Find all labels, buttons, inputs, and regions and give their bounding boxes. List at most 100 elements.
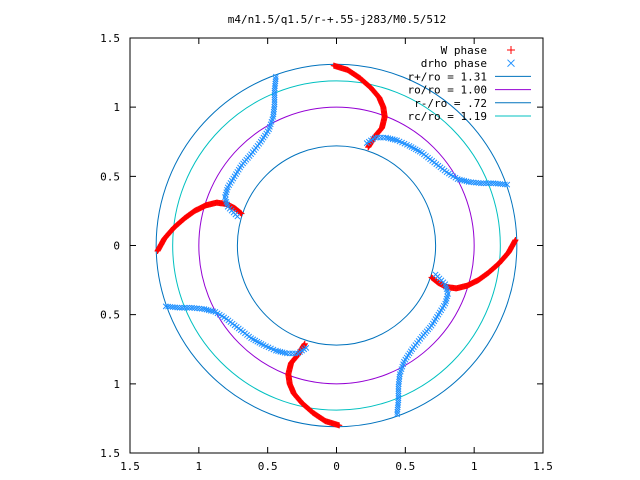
point-1-3-62 bbox=[162, 303, 169, 310]
point-1-1-50 bbox=[475, 180, 482, 186]
series-0-arm-2 bbox=[285, 340, 343, 429]
point-1-1-46 bbox=[465, 178, 472, 185]
x-tick-label-5: 1 bbox=[471, 460, 478, 473]
point-0-3-129 bbox=[237, 210, 244, 217]
point-1-2-55 bbox=[271, 92, 278, 99]
point-1-1-10 bbox=[387, 135, 394, 142]
circle-3 bbox=[172, 80, 501, 411]
point-1-2-54 bbox=[271, 94, 278, 101]
point-1-3-44 bbox=[205, 307, 212, 314]
point-1-0-52 bbox=[395, 385, 402, 392]
chart-title: m4/n1.5/q1.5/r-+.55-j283/M0.5/512 bbox=[228, 13, 447, 26]
y-tick-label-6: 1.5 bbox=[100, 32, 120, 45]
point-1-1-6 bbox=[377, 134, 384, 141]
point-1-1-45 bbox=[463, 178, 470, 185]
point-1-1-5 bbox=[374, 134, 381, 141]
point-1-3-50 bbox=[191, 305, 198, 311]
legend-label-series-1: drho phase bbox=[421, 57, 487, 70]
y-tick-label-2: 0.5 bbox=[100, 309, 120, 322]
point-1-2-56 bbox=[271, 89, 278, 96]
point-1-1-54 bbox=[485, 180, 492, 187]
legend-label-circle-2: r-/ro = .72 bbox=[414, 97, 487, 110]
series-0-arm-1 bbox=[428, 236, 519, 292]
legend-label-circle-1: ro/ro = 1.00 bbox=[408, 84, 487, 97]
series-1-arm-3 bbox=[162, 303, 310, 357]
point-1-2-51 bbox=[271, 101, 278, 108]
x-tick-label-1: 1 bbox=[196, 460, 203, 473]
point-1-1-47 bbox=[468, 179, 475, 186]
series-1-arm-1 bbox=[363, 134, 511, 188]
series-1-arm-2 bbox=[222, 73, 279, 220]
point-1-2-62 bbox=[272, 76, 279, 82]
point-1-3-51 bbox=[188, 304, 195, 311]
legend-label-circle-3: rc/ro = 1.19 bbox=[408, 110, 487, 123]
point-1-1-48 bbox=[470, 179, 477, 186]
point-1-3-8 bbox=[283, 350, 290, 357]
point-1-3-42 bbox=[210, 308, 217, 315]
legend-swatch-series-1 bbox=[507, 59, 515, 68]
point-1-0-53 bbox=[395, 388, 402, 395]
point-1-3-41 bbox=[212, 308, 219, 315]
point-1-3-47 bbox=[198, 305, 205, 312]
legend-label-series-0: W phase bbox=[441, 44, 487, 57]
circle-1 bbox=[198, 106, 475, 385]
x-tick-label-0: 1.5 bbox=[120, 460, 140, 473]
point-0-0-136 bbox=[365, 144, 372, 151]
point-0-3-128 bbox=[237, 209, 244, 216]
point-1-3-10 bbox=[279, 349, 286, 356]
point-1-0-51 bbox=[395, 383, 402, 390]
point-1-3-61 bbox=[165, 303, 172, 310]
point-1-3-9 bbox=[281, 349, 288, 356]
series-0-arm-0 bbox=[330, 62, 388, 151]
point-1-2-52 bbox=[271, 99, 278, 106]
series-0-arm-3 bbox=[154, 199, 245, 255]
point-1-3-7 bbox=[286, 350, 293, 357]
point-1-1-42 bbox=[456, 176, 463, 183]
y-tick-label-0: 1.5 bbox=[100, 447, 120, 460]
point-1-3-54 bbox=[181, 304, 188, 311]
point-1-1-53 bbox=[483, 180, 489, 187]
point-1-0-55 bbox=[395, 392, 402, 399]
point-1-0-54 bbox=[395, 390, 402, 397]
legend-swatch-series-0 bbox=[507, 46, 515, 54]
point-1-3-52 bbox=[186, 304, 193, 311]
point-1-1-49 bbox=[473, 179, 480, 186]
circle-2 bbox=[236, 145, 437, 346]
point-1-1-9 bbox=[385, 135, 392, 142]
point-1-1-44 bbox=[461, 177, 468, 184]
point-1-1-43 bbox=[459, 177, 466, 184]
point-0-1-128 bbox=[429, 275, 436, 282]
point-1-1-61 bbox=[501, 181, 508, 188]
point-1-3-6 bbox=[289, 350, 296, 357]
point-1-1-4 bbox=[372, 134, 379, 141]
legend-label-circle-0: r+/ro = 1.31 bbox=[408, 70, 487, 83]
point-1-3-43 bbox=[207, 307, 214, 314]
point-1-0-63 bbox=[394, 411, 401, 418]
point-1-1-12 bbox=[391, 136, 398, 143]
x-tick-label-4: 0.5 bbox=[395, 460, 415, 473]
point-1-1-8 bbox=[383, 134, 390, 141]
y-tick-label-4: 0.5 bbox=[100, 170, 120, 183]
x-tick-label-6: 1.5 bbox=[533, 460, 553, 473]
point-1-1-11 bbox=[389, 136, 396, 143]
y-tick-label-3: 0 bbox=[113, 240, 120, 253]
point-0-1-129 bbox=[429, 274, 436, 281]
point-1-3-4 bbox=[294, 350, 301, 357]
y-tick-label-5: 1 bbox=[113, 101, 120, 114]
point-0-2-136 bbox=[301, 340, 308, 347]
point-1-1-52 bbox=[480, 180, 487, 187]
point-1-3-12 bbox=[275, 348, 282, 355]
point-1-2-63 bbox=[272, 73, 279, 80]
point-1-1-51 bbox=[478, 180, 485, 187]
point-1-1-41 bbox=[454, 176, 461, 183]
point-1-2-53 bbox=[271, 96, 278, 103]
point-1-0-62 bbox=[394, 409, 401, 415]
point-1-1-62 bbox=[504, 181, 511, 188]
y-tick-label-1: 1 bbox=[113, 378, 120, 391]
point-1-3-46 bbox=[201, 306, 208, 313]
point-1-3-53 bbox=[184, 304, 190, 311]
point-1-3-48 bbox=[196, 305, 203, 312]
